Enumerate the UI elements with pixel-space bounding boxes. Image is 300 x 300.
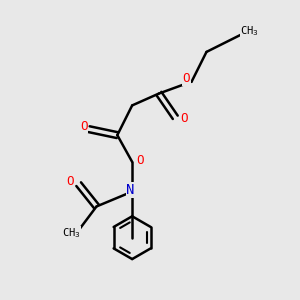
Text: O: O <box>80 120 88 133</box>
Text: CH$_3$: CH$_3$ <box>62 226 81 240</box>
Text: CH$_3$: CH$_3$ <box>240 24 259 38</box>
Text: O: O <box>182 72 190 85</box>
Text: O: O <box>137 154 144 167</box>
Text: O: O <box>180 112 187 125</box>
Text: O: O <box>67 175 74 188</box>
Text: N: N <box>127 183 135 197</box>
